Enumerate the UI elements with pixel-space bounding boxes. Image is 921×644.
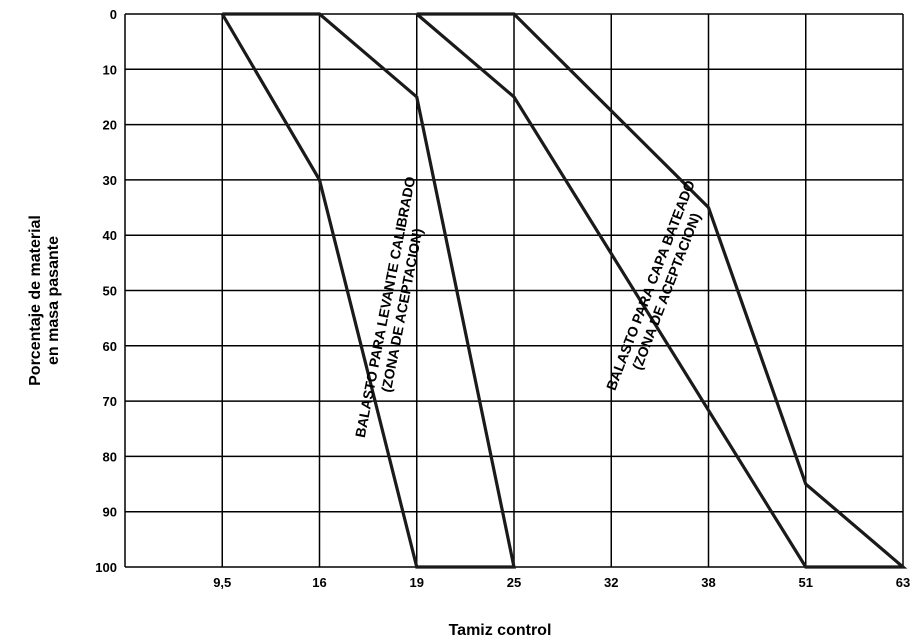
x-tick-label: 19 [410,575,424,590]
y-axis-title: Porcentaje de material en masa pasante [27,215,62,386]
y-tick-label: 20 [103,118,117,133]
series-group [220,12,908,569]
y-tick-label: 0 [110,7,117,22]
zone-label-1: BALASTO PARA LEVANTE CALIBRADO(ZONA DE A… [352,175,426,439]
y-tick-label: 100 [95,560,117,575]
y-tick-labels: 0 10 20 30 40 50 60 70 80 90 100 [95,7,117,575]
x-tick-label: 16 [312,575,326,590]
x-tick-label: 25 [507,575,521,590]
zone-label-line: BALASTO PARA CAPA BATEADO [603,178,698,392]
zone-label-2: BALASTO PARA CAPA BATEADO(ZONA DE ACEPTA… [603,178,704,392]
acceptance-zone-boundary-1 [220,12,516,569]
x-tick-label: 32 [604,575,618,590]
x-tick-label: 63 [896,575,910,590]
y-tick-label: 70 [103,394,117,409]
x-tick-label: 38 [701,575,715,590]
x-tick-label: 9,5 [213,575,231,590]
zone-labels: BALASTO PARA LEVANTE CALIBRADO(ZONA DE A… [352,175,704,439]
acceptance-zone-boundary-2 [415,12,908,569]
y-axis-title-line: Porcentaje de material [27,215,44,386]
x-tick-labels: 9,5 16 19 25 32 38 51 63 [213,575,910,590]
x-axis-title: Tamiz control [449,622,552,639]
y-tick-label: 90 [103,505,117,520]
y-tick-label: 60 [103,339,117,354]
x-tick-label: 51 [799,575,813,590]
y-tick-label: 30 [103,173,117,188]
y-tick-label: 50 [103,284,117,299]
y-tick-label: 10 [103,62,117,77]
y-tick-label: 80 [103,449,117,464]
y-tick-label: 40 [103,228,117,243]
y-axis-title-line: en masa pasante [45,236,62,365]
